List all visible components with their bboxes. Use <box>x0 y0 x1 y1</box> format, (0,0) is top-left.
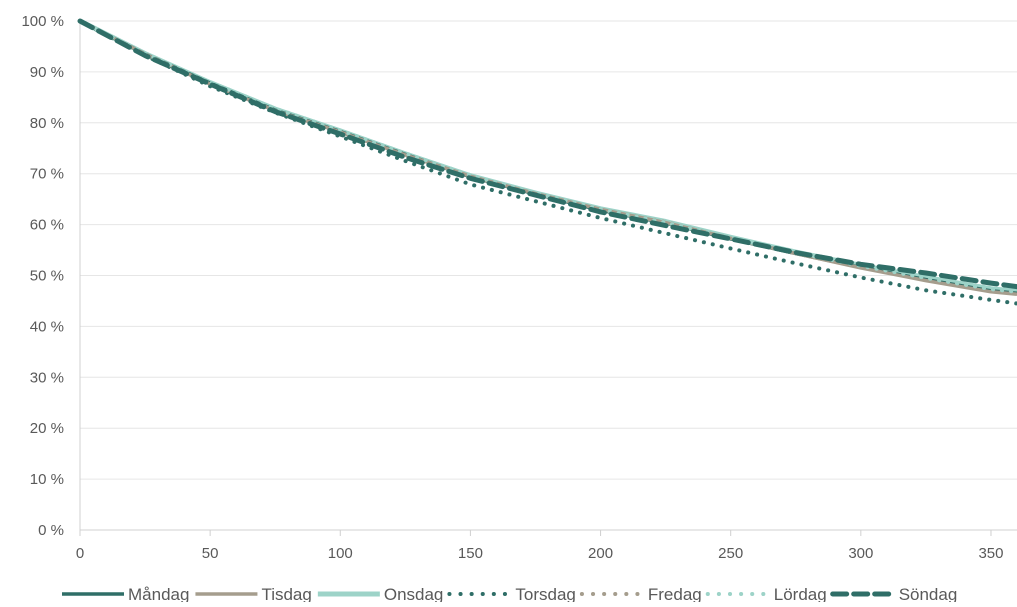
series-line-4 <box>78 19 1017 295</box>
axes: 0 % 10 % 20 % 30 % 40 % 50 % 60 % 70 % 80 % 90 % 1… <box>21 13 1017 562</box>
series-line-6 <box>77 18 1017 290</box>
legend-label-3: Torsdag <box>515 585 575 602</box>
legend: Måndag Tisdag Onsdag Torsdag Fredag Lördag Sön… <box>62 585 958 604</box>
series-lines <box>77 18 1017 306</box>
y-tick-label: 20 % <box>30 420 64 437</box>
y-tick-label: 90 % <box>30 64 64 81</box>
y-tick-label: 50 % <box>30 268 64 285</box>
y-tick-label: 70 % <box>30 166 64 183</box>
legend-label-2: Onsdag <box>384 585 444 602</box>
gridlines <box>80 20 1017 480</box>
legend-label-0: Måndag <box>128 585 189 602</box>
legend-label-4: Fredag <box>648 585 702 602</box>
legend-label-5: Lördag <box>774 585 827 602</box>
x-tick-label: 250 <box>718 545 743 562</box>
series-line-2 <box>78 18 1017 294</box>
x-tick-label: 0 <box>76 545 84 562</box>
y-tick-label: 10 % <box>30 471 64 488</box>
y-tick-label: 80 % <box>30 115 64 132</box>
x-tick-label: 150 <box>458 545 483 562</box>
series-line-3 <box>78 19 1017 306</box>
y-tick-label: 60 % <box>30 217 64 234</box>
x-tick-label: 50 <box>202 545 219 562</box>
y-tick-label: 0 % <box>38 522 64 539</box>
x-tick-label: 300 <box>848 545 873 562</box>
series-line-1 <box>79 19 1017 297</box>
x-tick-label: 100 <box>328 545 353 562</box>
series-line-0 <box>79 19 1017 296</box>
x-tick-label: 350 <box>978 545 1003 562</box>
series-line-5 <box>78 19 1017 294</box>
y-tick-label: 100 % <box>21 13 64 30</box>
x-tick-label: 200 <box>588 545 613 562</box>
y-tick-label: 30 % <box>30 369 64 386</box>
legend-label-1: Tisdag <box>261 585 311 602</box>
y-tick-label: 40 % <box>30 318 64 335</box>
legend-label-6: Söndag <box>899 585 958 602</box>
